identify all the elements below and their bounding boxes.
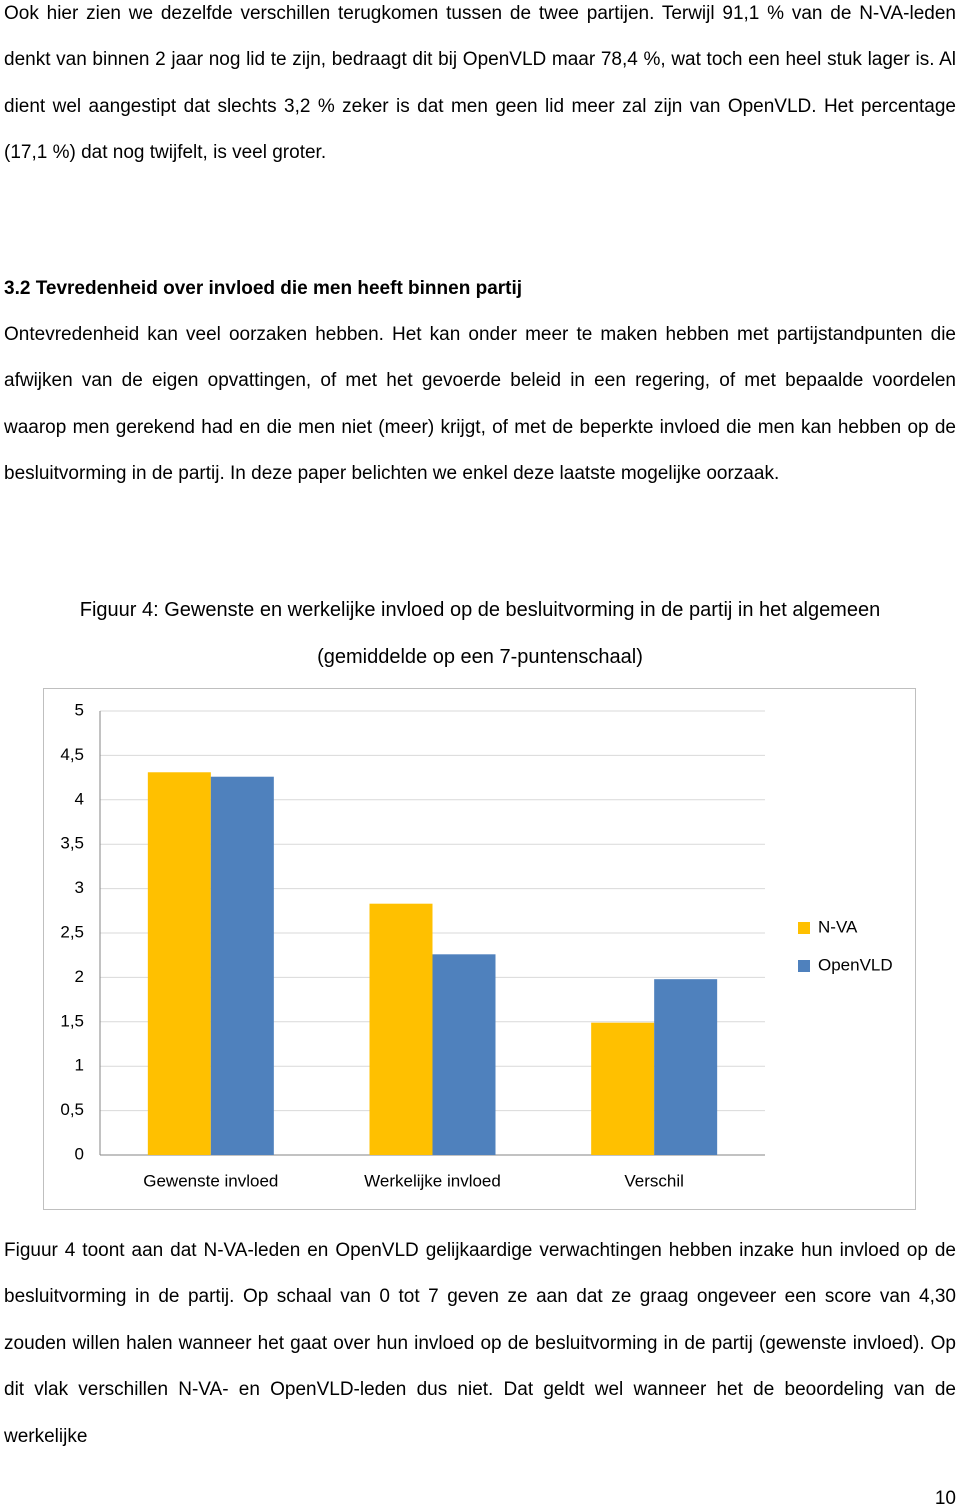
legend-label: OpenVLD xyxy=(818,955,893,974)
figure-subtitle: (gemiddelde op een 7-puntenschaal) xyxy=(317,646,643,668)
x-tick-label: Gewenste invloed xyxy=(143,1171,278,1190)
bar xyxy=(369,903,433,1155)
bar xyxy=(210,776,274,1155)
y-tick-label: 5 xyxy=(75,700,84,719)
paragraph: Figuur 4 toont aan dat N-VA-leden en Ope… xyxy=(4,1240,956,1447)
y-tick-label: 2 xyxy=(75,967,84,986)
bar xyxy=(591,1022,655,1155)
y-tick-label: 1,5 xyxy=(60,1011,84,1030)
bar xyxy=(654,979,718,1155)
y-tick-label: 1 xyxy=(75,1056,84,1075)
y-tick-label: 3 xyxy=(75,878,84,897)
figure-caption: Figuur 4: Gewenste en werkelijke invloed… xyxy=(79,599,881,621)
legend-swatch xyxy=(798,960,810,972)
y-tick-label: 0 xyxy=(75,1144,84,1163)
legend-label: N-VA xyxy=(818,917,858,936)
chart: 0 0,5 1 1,5 2 2,5 3 3,5 4 4,5 5 Gewenste invloed Wer… xyxy=(43,688,916,1210)
y-tick-label: 3,5 xyxy=(60,834,84,853)
legend-swatch xyxy=(798,922,810,934)
bar xyxy=(147,772,211,1155)
y-tick-label: 4 xyxy=(75,789,84,808)
x-tick-label: Werkelijke invloed xyxy=(364,1171,501,1190)
paragraph: Ontevredenheid kan veel oorzaken hebben.… xyxy=(4,324,956,485)
heading: 3.2 Tevredenheid over invloed die men he… xyxy=(4,278,523,299)
bar xyxy=(432,954,496,1155)
paragraph: Ook hier zien we dezelfde verschillen te… xyxy=(4,3,956,164)
y-tick-label: 0,5 xyxy=(60,1100,84,1119)
y-tick-label: 2,5 xyxy=(60,922,84,941)
page-number: 10 xyxy=(934,1488,956,1509)
y-tick-label: 4,5 xyxy=(60,745,84,764)
x-tick-label: Verschil xyxy=(624,1171,684,1190)
